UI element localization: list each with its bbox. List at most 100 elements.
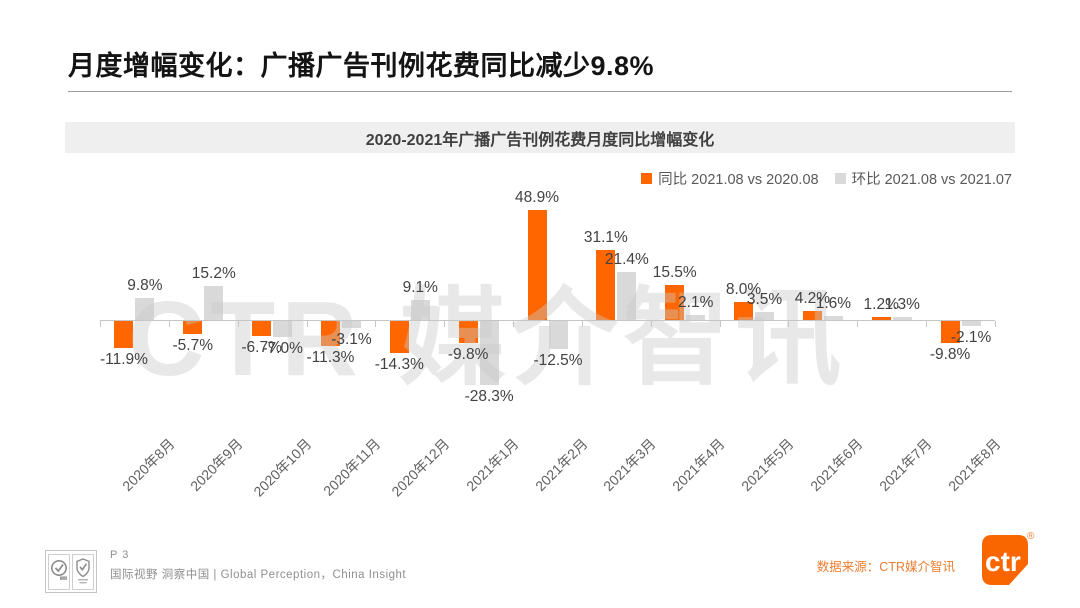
bar-value-label: 8.0% (725, 281, 762, 298)
footer-tagline: 国际视野 洞察中国 | Global Perception，China Insi… (110, 569, 407, 581)
x-axis-tick (168, 321, 170, 327)
bar-value-label: -28.3% (464, 387, 514, 405)
bar-value-label: -11.3% (306, 349, 355, 367)
bar-value-label: -5.7% (172, 336, 214, 354)
bar-value-label: 4.2% (794, 289, 831, 307)
certification-badges: SGS (45, 550, 97, 593)
chart-title: 2020-2021年广播广告刊例花费月度同比增幅变化 (365, 131, 715, 149)
bar-huanbi (755, 312, 775, 320)
bar-value-label: -2.1% (950, 328, 992, 346)
x-axis-label: 2021年1月 (462, 435, 522, 495)
x-axis-tick (995, 321, 996, 327)
legend-swatch (641, 173, 653, 184)
bar-value-label: -3.1% (331, 330, 372, 348)
bar-tongbi (940, 321, 960, 344)
ctr-logo: ctr (982, 535, 1028, 590)
page-title: 月度增幅变化：广播广告刊例花费同比减少9.8% (68, 51, 655, 81)
x-axis-tick (650, 321, 652, 327)
bar-tongbi (458, 321, 478, 344)
x-axis-tick (306, 321, 308, 327)
bar-huanbi (410, 299, 430, 320)
bar-huanbi (479, 321, 499, 385)
svg-text:SGS: SGS (61, 576, 67, 580)
bar-value-label: 15.5% (652, 264, 697, 282)
svg-text:ctr: ctr (985, 546, 1021, 577)
bar-value-label: 31.1% (583, 229, 628, 247)
bar-huanbi (961, 321, 981, 326)
bar-huanbi (617, 271, 637, 320)
x-axis-label: 2020年10月 (250, 435, 315, 500)
x-axis-tick (857, 321, 859, 327)
bar-tongbi (596, 250, 616, 320)
x-axis-label: 2020年11月 (320, 435, 384, 499)
bar-value-label: 9.1% (402, 278, 438, 296)
bar-value-label: -9.8% (447, 346, 489, 364)
x-axis-label: 2020年9月 (187, 435, 247, 495)
bar-huanbi (204, 285, 224, 320)
bar-value-label: 1.3% (884, 296, 920, 314)
bar-value-label: 15.2% (191, 264, 236, 282)
x-axis-label: 2020年12月 (388, 435, 453, 500)
bar-huanbi (341, 321, 361, 328)
x-axis-tick (444, 321, 446, 327)
bar-tongbi (665, 285, 685, 320)
bar-value-label: 21.4% (604, 250, 649, 268)
title-divider (68, 91, 1012, 92)
legend-label: 同比 2021.08 vs 2020.08 (658, 172, 819, 188)
bar-value-label: 1.2% (863, 296, 899, 314)
x-axis-label: 2021年5月 (738, 435, 797, 495)
bar-value-label: -11.9% (99, 350, 148, 368)
bar-huanbi (135, 297, 155, 320)
bar-tongbi (527, 209, 547, 320)
bar-value-label: -14.3% (374, 356, 424, 374)
bar-tongbi (871, 317, 891, 320)
bar-huanbi (273, 321, 293, 337)
bar-huanbi (823, 316, 843, 320)
bar-value-label: 3.5% (746, 291, 783, 309)
chart-title-band: 2020-2021年广播广告刊例花费月度同比增幅变化 (65, 122, 1015, 153)
x-axis-label: 2021年6月 (806, 435, 866, 495)
x-axis-label: 2021年4月 (669, 435, 728, 495)
x-axis-line (100, 320, 995, 321)
x-axis-tick (513, 321, 515, 327)
bar-value-label: -12.5% (533, 352, 583, 370)
bar-tongbi (114, 321, 134, 348)
x-axis-tick (719, 321, 721, 327)
certification-icon-quality: SGS (48, 553, 70, 590)
x-axis-label: 2021年3月 (600, 435, 660, 495)
bar-tongbi (183, 321, 203, 334)
x-axis-label: 2021年7月 (875, 435, 935, 495)
bar-value-label: 2.1% (678, 294, 714, 312)
bar-tongbi (734, 302, 754, 320)
registered-trademark-icon: ® (1027, 531, 1035, 542)
x-axis-tick (375, 321, 377, 327)
bar-value-label: -9.8% (929, 346, 971, 364)
x-axis-tick (237, 321, 239, 327)
legend-item-tongbi: 同比 2021.08 vs 2020.08 (641, 168, 819, 189)
bar-huanbi (686, 315, 706, 320)
certification-icon-shield (72, 553, 94, 590)
bar-tongbi (389, 321, 409, 354)
x-axis-label: 2021年2月 (531, 435, 591, 495)
bar-huanbi (892, 317, 912, 320)
chart-legend: 同比 2021.08 vs 2020.08 环比 2021.08 vs 2021.… (641, 168, 1012, 189)
bar-tongbi (802, 310, 822, 320)
data-source-label: 数据来源：CTR媒介智讯 (816, 560, 955, 574)
bar-tongbi (252, 321, 272, 337)
x-axis-tick (926, 321, 928, 327)
x-axis-tick (100, 321, 101, 327)
legend-swatch (834, 173, 846, 184)
bar-value-label: 48.9% (515, 188, 559, 206)
legend-label: 环比 2021.08 vs 2021.07 (851, 172, 1012, 188)
page-number: P 3 (110, 549, 130, 561)
x-axis-tick (788, 321, 790, 327)
x-axis-label: 2021年8月 (944, 435, 1004, 495)
x-axis-label: 2020年8月 (118, 435, 178, 495)
x-axis-tick (581, 321, 583, 327)
bar-value-label: -6.7% (241, 339, 282, 357)
bar-value-label: 1.6% (815, 295, 852, 313)
bar-tongbi (320, 321, 340, 347)
bar-value-label: 9.8% (127, 276, 163, 294)
